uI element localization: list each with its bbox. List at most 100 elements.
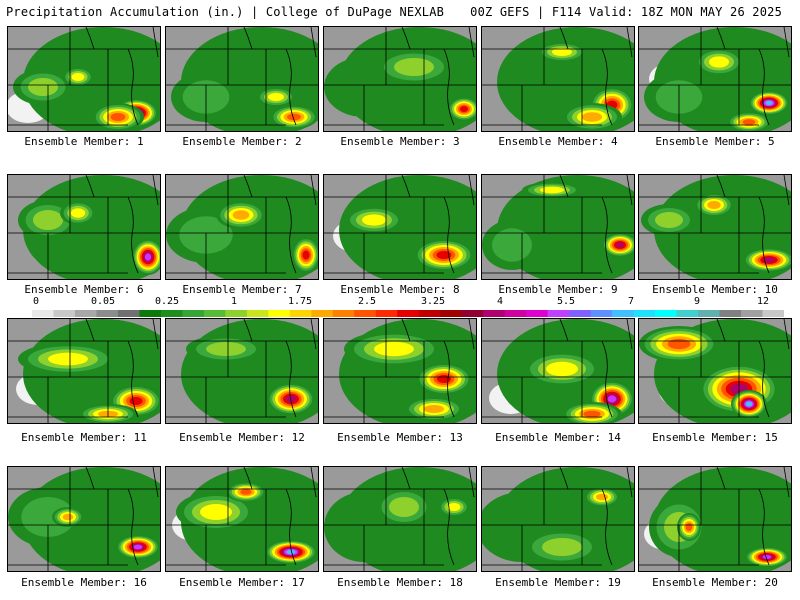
precip-contour	[745, 401, 753, 407]
ensemble-member-label: Ensemble Member: 4	[498, 135, 618, 148]
precip-map	[324, 27, 476, 131]
state-border	[626, 467, 633, 498]
state-border	[127, 488, 139, 566]
precip-contour	[48, 352, 88, 366]
colorbar-swatch	[526, 310, 549, 317]
precip-contour	[33, 210, 63, 230]
map-panel-member-12	[165, 318, 319, 424]
precip-contour	[389, 497, 419, 517]
precip-contour	[71, 73, 85, 81]
colorbar-swatch	[375, 310, 398, 317]
map-panel-member-19	[481, 466, 635, 572]
colorbar-swatch	[440, 310, 463, 317]
colorbar-swatch	[397, 310, 420, 317]
map-panel-member-16	[7, 466, 161, 572]
state-border	[468, 319, 475, 350]
state-border	[783, 27, 790, 58]
valid-time: 00Z GEFS | F114 Valid: 18Z MON MAY 26 20…	[470, 5, 782, 19]
state-border	[601, 488, 613, 566]
state-border	[716, 319, 726, 342]
map-panel-member-17	[165, 466, 319, 572]
precip-contour	[762, 555, 772, 559]
colorbar-tick-label: 1	[230, 296, 238, 307]
precip-contour	[596, 493, 608, 501]
colorbar-swatch	[612, 310, 635, 317]
colorbar-tick-label: 1.75	[287, 296, 313, 307]
map-panel-member-8	[323, 174, 477, 280]
state-border	[559, 175, 569, 198]
precip-map	[166, 27, 318, 131]
colorbar-tick-label: 0	[32, 296, 40, 307]
ensemble-member-label: Ensemble Member: 20	[652, 576, 778, 589]
state-border	[310, 27, 317, 58]
colorbar-labels: 0 0.05 0.25 1 1.75 2.5 3.25 4 5.5 7 9 12	[0, 296, 800, 320]
ensemble-member-label: Ensemble Member: 5	[655, 135, 775, 148]
precip-contour	[287, 113, 301, 121]
state-border	[310, 175, 317, 206]
precip-contour	[763, 257, 775, 263]
state-border	[443, 488, 455, 566]
precip-contour	[286, 549, 296, 555]
ensemble-member-label: Ensemble Member: 6	[24, 283, 144, 296]
precip-contour	[424, 405, 444, 413]
state-border	[127, 48, 139, 126]
state-border	[243, 319, 253, 342]
precip-contour	[685, 523, 693, 531]
colorbar-swatch	[719, 310, 742, 317]
state-border	[783, 175, 790, 206]
precip-contour	[765, 100, 773, 106]
precip-map	[166, 467, 318, 571]
ensemble-member-label: Ensemble Member: 7	[182, 283, 302, 296]
map-panel-member-14	[481, 318, 635, 424]
colorbar-swatch	[547, 310, 570, 317]
precip-map	[482, 27, 634, 131]
colorbar-tick-label: 3.25	[420, 296, 446, 307]
map-panel-member-20	[638, 466, 792, 572]
precip-contour	[21, 497, 75, 537]
colorbar-swatch	[354, 310, 377, 317]
colorbar-swatch	[203, 310, 226, 317]
state-border	[559, 467, 569, 490]
precip-map	[482, 175, 634, 279]
state-border	[758, 48, 770, 126]
precip-map	[324, 175, 476, 279]
map-panel-member-11	[7, 318, 161, 424]
precip-map	[8, 175, 160, 279]
colorbar-swatch	[332, 310, 355, 317]
precip-contour	[582, 112, 602, 122]
precip-map	[166, 175, 318, 279]
colorbar-swatch	[117, 310, 140, 317]
map-panel-member-15	[638, 318, 792, 424]
precip-contour	[546, 361, 578, 377]
product-title: Precipitation Accumulation (in.) | Colle…	[6, 5, 445, 19]
colorbar-tick-label: 0.05	[90, 296, 116, 307]
precip-map	[8, 467, 160, 571]
precip-contour	[447, 503, 461, 511]
map-panel-member-10	[638, 174, 792, 280]
map-panel-member-5	[638, 26, 792, 132]
precip-contour	[62, 513, 74, 521]
state-border	[85, 27, 95, 50]
state-border	[85, 175, 95, 198]
ensemble-member-label: Ensemble Member: 19	[495, 576, 621, 589]
colorbar-swatch	[96, 310, 119, 317]
state-border	[310, 319, 317, 350]
state-border	[152, 175, 159, 206]
colorbar-swatch	[504, 310, 527, 317]
colorbar-swatch	[633, 310, 656, 317]
state-border	[468, 27, 475, 58]
state-border	[152, 467, 159, 498]
colorbar-swatch	[655, 310, 678, 317]
ensemble-member-label: Ensemble Member: 8	[340, 283, 460, 296]
state-border	[310, 467, 317, 498]
ensemble-member-label: Ensemble Member: 16	[21, 576, 147, 589]
state-border	[401, 467, 411, 490]
colorbar-swatch	[289, 310, 312, 317]
precip-contour	[133, 544, 143, 550]
colorbar-tick-label: 7	[627, 296, 635, 307]
colorbar-tick-label: 12	[756, 296, 770, 307]
precip-contour	[616, 242, 624, 248]
map-panel-member-1	[7, 26, 161, 132]
map-panel-member-7	[165, 174, 319, 280]
precip-contour	[542, 538, 582, 556]
